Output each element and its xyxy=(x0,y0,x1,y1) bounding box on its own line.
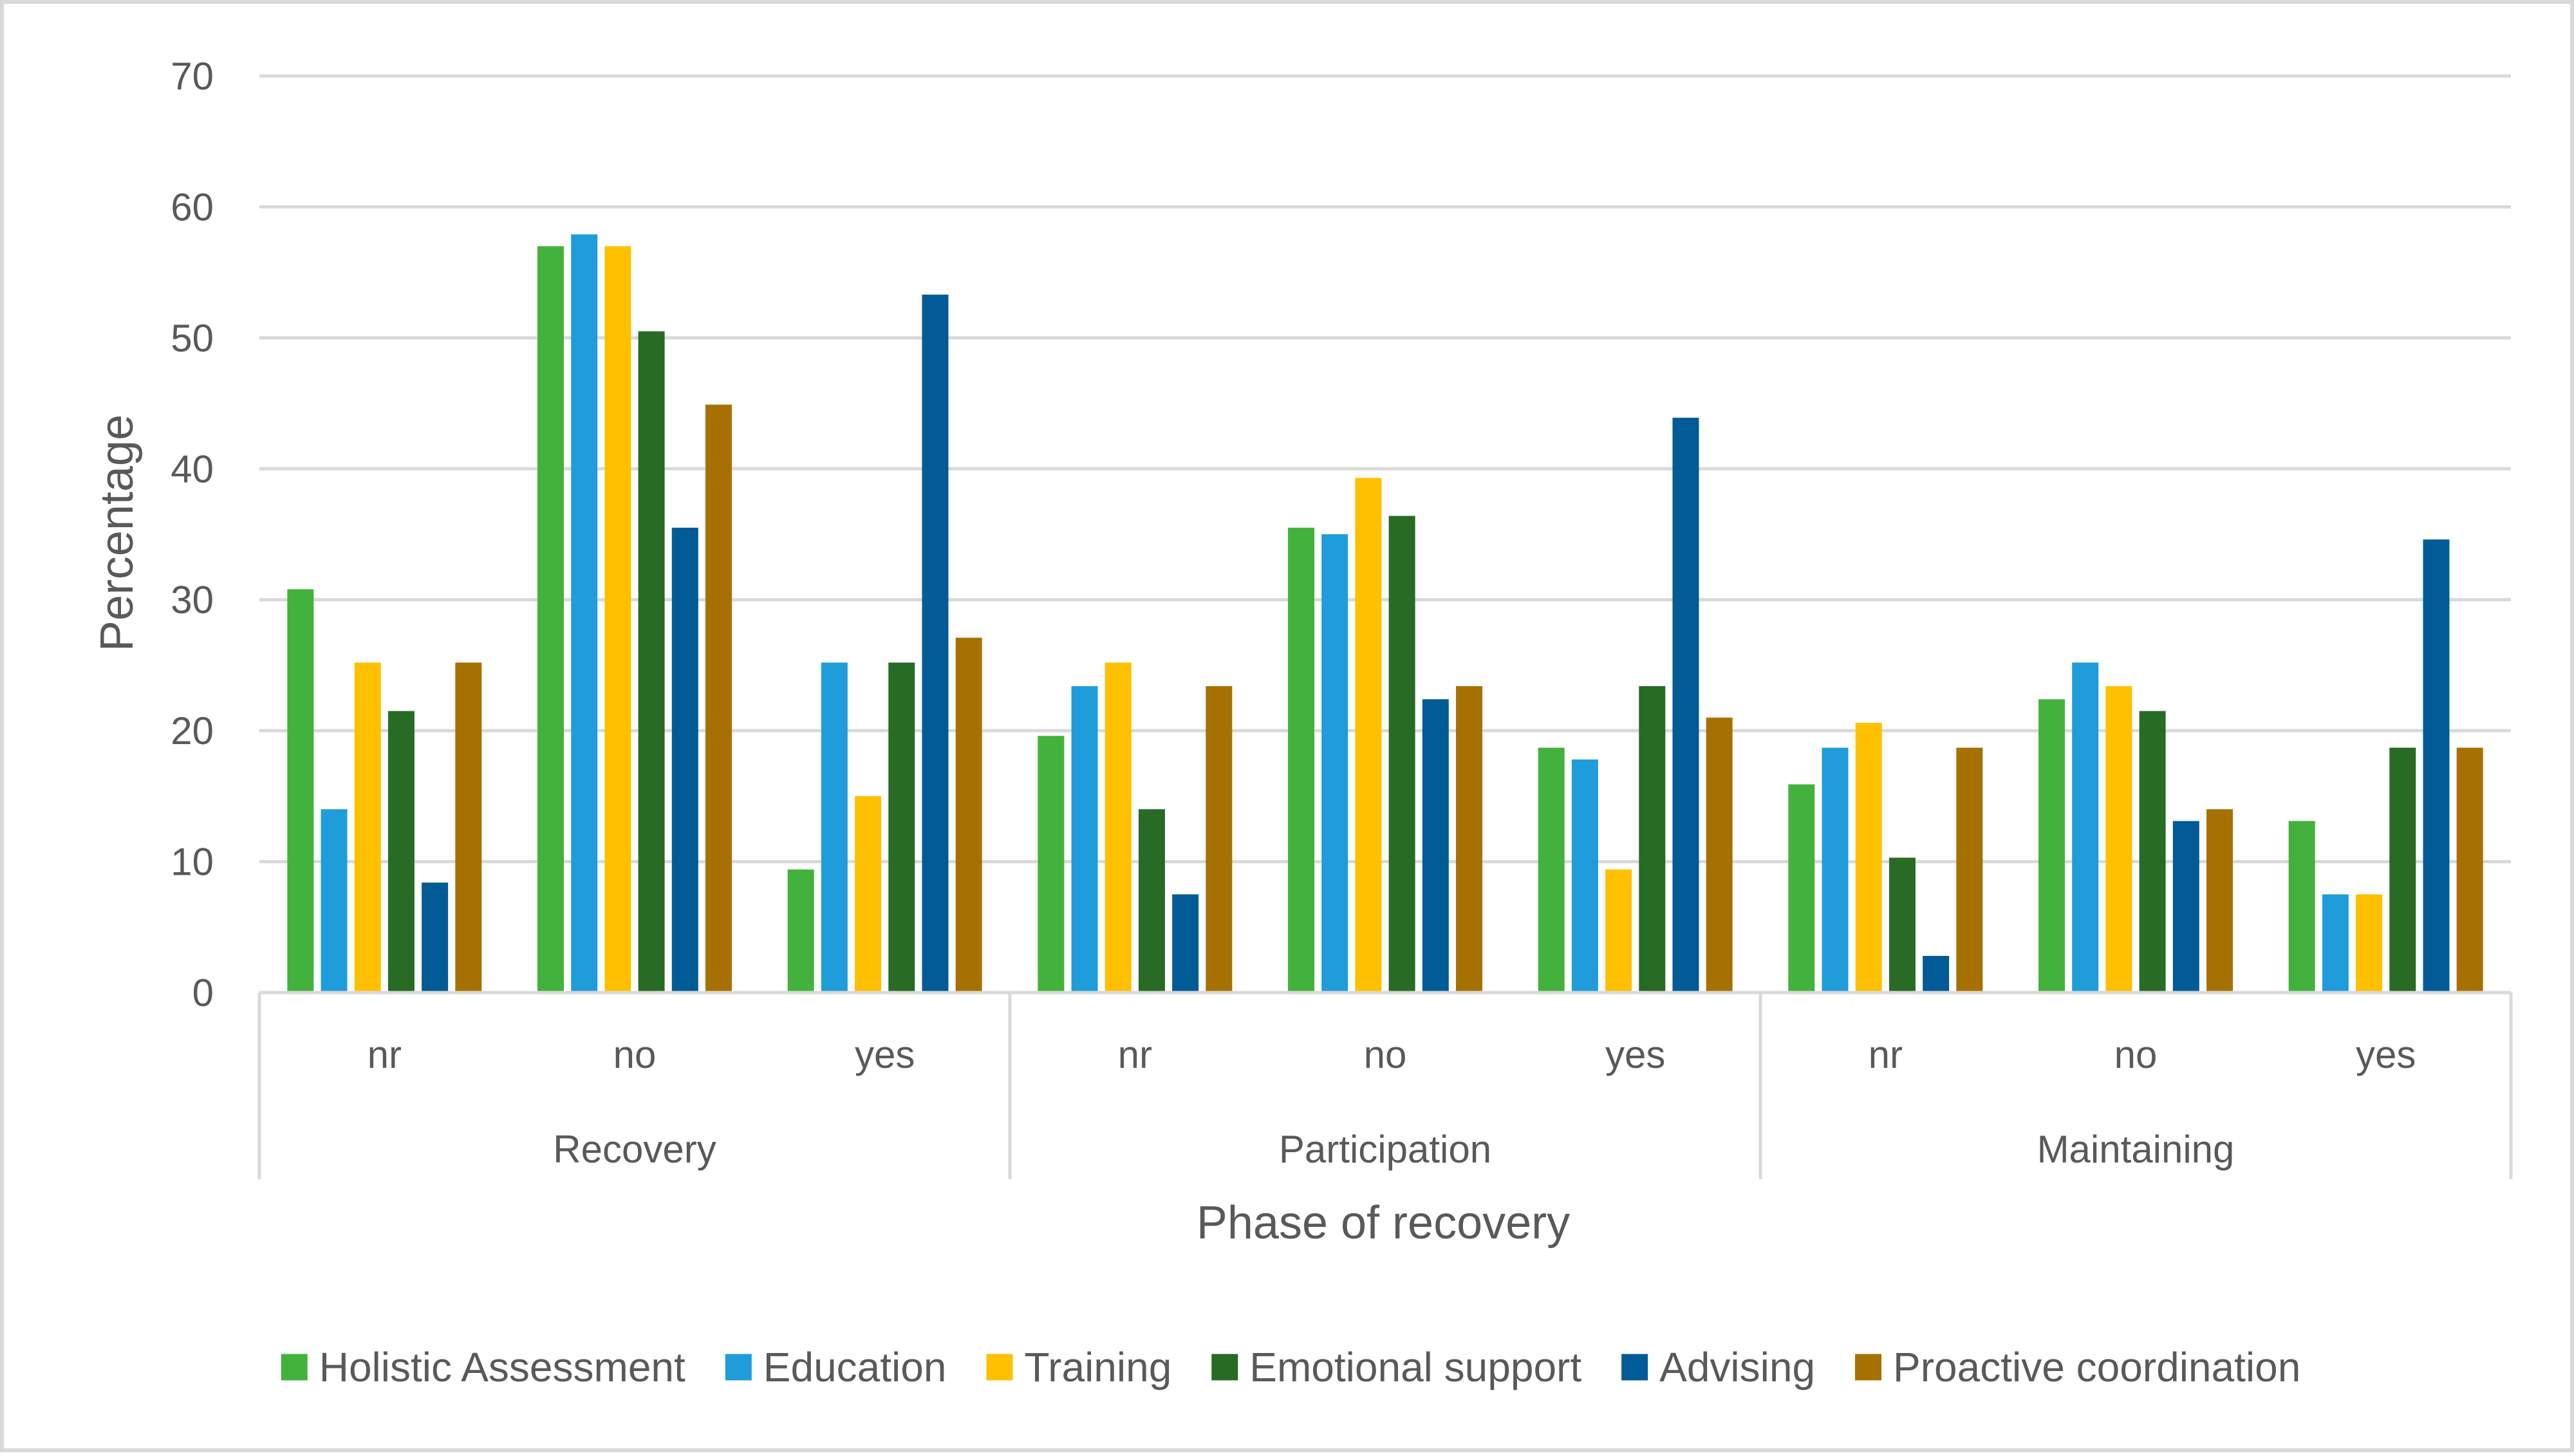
legend-label: Emotional support xyxy=(1249,1344,1581,1390)
x-tick-label: nr xyxy=(368,1033,402,1076)
bar-training xyxy=(354,662,381,993)
bar-education xyxy=(2072,662,2099,993)
bar-advising xyxy=(1923,956,1950,993)
bar-proactive-coordination xyxy=(1706,717,1733,993)
bar-emotional-support xyxy=(2389,747,2416,993)
legend-label: Holistic Assessment xyxy=(319,1344,685,1390)
bar-proactive-coordination xyxy=(705,404,732,993)
bar-education xyxy=(1571,759,1598,993)
x-group-label: Recovery xyxy=(553,1128,716,1171)
bar-training xyxy=(1605,869,1632,993)
bar-holistic-assessment xyxy=(1538,747,1565,993)
bar-proactive-coordination xyxy=(1456,686,1482,993)
y-tick-label: 40 xyxy=(171,447,214,490)
legend-swatch xyxy=(1211,1354,1238,1381)
x-axis: nr no yes nr no yes nr no yes Recovery Participati… xyxy=(257,991,2513,1179)
bar-education xyxy=(1321,534,1348,993)
y-axis-title: Percentage xyxy=(91,415,143,651)
bar-emotional-support xyxy=(1639,686,1666,993)
x-tick-label: no xyxy=(2114,1033,2158,1076)
y-axis-ticks: 0 10 20 30 40 50 60 70 xyxy=(171,55,214,1014)
bars xyxy=(287,234,2483,993)
legend-label: Proactive coordination xyxy=(1893,1344,2300,1390)
x-tick-label: yes xyxy=(1605,1033,1665,1076)
bar-education xyxy=(1822,747,1849,993)
bar-emotional-support xyxy=(1889,857,1916,993)
bar-training xyxy=(1355,478,1382,993)
gridlines xyxy=(259,74,2511,994)
bar-advising xyxy=(671,527,698,993)
bar-training xyxy=(604,246,631,993)
x-tick-label: no xyxy=(613,1033,657,1076)
chart: 0 10 20 30 40 50 60 70 nr no yes nr no yes nr no yes Rec… xyxy=(91,55,2513,1390)
bar-emotional-support xyxy=(387,711,415,993)
x-tick-label: nr xyxy=(1869,1033,1903,1076)
bar-advising xyxy=(2172,821,2199,993)
bar-proactive-coordination xyxy=(1956,747,1983,993)
legend-swatch xyxy=(281,1354,308,1381)
bar-advising xyxy=(422,882,449,993)
bar-holistic-assessment xyxy=(787,869,814,993)
bar-advising xyxy=(1172,894,1199,993)
legend-label: Advising xyxy=(1659,1344,1815,1390)
bar-proactive-coordination xyxy=(1206,686,1233,993)
bar-advising xyxy=(922,294,949,993)
bar-training xyxy=(1855,722,1882,993)
legend-label: Education xyxy=(763,1344,947,1390)
bar-education xyxy=(571,234,598,993)
legend-swatch xyxy=(986,1354,1013,1381)
bar-holistic-assessment xyxy=(287,589,314,993)
bar-proactive-coordination xyxy=(2206,809,2233,993)
y-tick-label: 30 xyxy=(171,579,214,622)
x-axis-title: Phase of recovery xyxy=(1197,1197,1570,1249)
bar-advising xyxy=(2423,539,2450,993)
legend-label: Training xyxy=(1024,1344,1171,1390)
bar-emotional-support xyxy=(1138,809,1165,993)
bar-training xyxy=(2356,894,2383,993)
x-tick-label: no xyxy=(1364,1033,1407,1076)
bar-training xyxy=(1105,662,1132,993)
legend-swatch xyxy=(1855,1354,1882,1381)
bar-emotional-support xyxy=(2139,711,2166,993)
bar-education xyxy=(2322,894,2349,993)
y-tick-label: 60 xyxy=(171,185,214,229)
x-tick-label: nr xyxy=(1118,1033,1152,1076)
bar-education xyxy=(321,809,348,993)
y-tick-label: 20 xyxy=(171,709,214,752)
x-group-label: Participation xyxy=(1279,1128,1491,1171)
x-tick-label: yes xyxy=(855,1033,915,1076)
bar-holistic-assessment xyxy=(1038,736,1065,993)
legend-swatch xyxy=(1621,1354,1648,1381)
bar-holistic-assessment xyxy=(2038,699,2065,993)
bar-education xyxy=(821,662,848,993)
bar-training xyxy=(2105,686,2132,993)
bar-advising xyxy=(1672,417,1699,993)
y-tick-label: 70 xyxy=(171,55,214,98)
bar-proactive-coordination xyxy=(455,662,482,993)
legend-swatch xyxy=(725,1354,752,1381)
bar-training xyxy=(855,796,882,993)
legend: Holistic Assessment Education Training Emot… xyxy=(281,1344,2300,1390)
bar-emotional-support xyxy=(1388,516,1415,993)
x-group-label: Maintaining xyxy=(2037,1128,2235,1171)
bar-proactive-coordination xyxy=(955,637,982,993)
bar-holistic-assessment xyxy=(2288,821,2315,993)
bar-holistic-assessment xyxy=(1288,527,1314,993)
bar-emotional-support xyxy=(638,331,665,993)
bar-emotional-support xyxy=(888,662,915,993)
bar-holistic-assessment xyxy=(1788,784,1815,993)
bar-advising xyxy=(1422,699,1449,993)
y-tick-label: 10 xyxy=(171,841,214,884)
bar-proactive-coordination xyxy=(2456,747,2483,993)
bar-education xyxy=(1071,686,1098,993)
bar-holistic-assessment xyxy=(537,246,564,993)
y-tick-label: 0 xyxy=(192,971,214,1014)
x-tick-label: yes xyxy=(2356,1033,2416,1076)
y-tick-label: 50 xyxy=(171,317,214,360)
